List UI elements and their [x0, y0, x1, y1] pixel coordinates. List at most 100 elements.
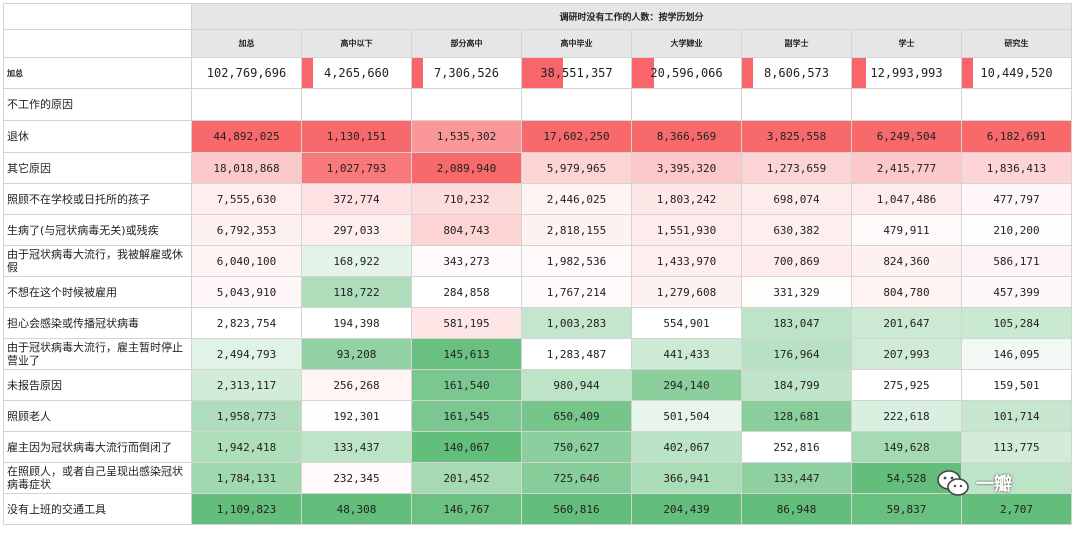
value-cell: 630,382	[741, 214, 852, 246]
value-cell: 2,089,940	[411, 152, 522, 184]
section-blank-cell	[301, 88, 412, 121]
section-blank-cell	[631, 88, 742, 121]
value-cell: 201,647	[851, 307, 962, 339]
value-cell: 6,792,353	[191, 214, 302, 246]
total-value: 10,449,520	[980, 66, 1053, 80]
value-cell: 3,395,320	[631, 152, 742, 184]
section-blank-cell	[851, 88, 962, 121]
reason-label: 担心会感染或传播冠状病毒	[3, 307, 192, 339]
value-cell: 586,171	[961, 245, 1072, 277]
reason-label: 生病了(与冠状病毒无关)或残疾	[3, 214, 192, 246]
value-cell: 1,273,659	[741, 152, 852, 184]
value-cell: 1,130,151	[301, 120, 412, 153]
total-cell-4: 20,596,066	[631, 57, 742, 89]
value-cell: 113,775	[961, 431, 1072, 463]
value-cell: 1,803,242	[631, 183, 742, 215]
reason-label: 在照顾人，或者自己呈现出感染冠状病毒症状	[3, 462, 192, 494]
reason-label: 雇主因为冠状病毒大流行而倒闭了	[3, 431, 192, 463]
value-cell: 284,858	[411, 276, 522, 308]
value-cell: 133,437	[301, 431, 412, 463]
value-cell: 554,901	[631, 307, 742, 339]
value-cell: 1,279,608	[631, 276, 742, 308]
value-cell: 161,545	[411, 400, 522, 432]
reason-label: 未报告原因	[3, 369, 192, 401]
column-header-5: 副学士	[741, 29, 852, 58]
value-cell: 54,528	[851, 462, 962, 494]
value-cell: 44,892,025	[191, 120, 302, 153]
reason-label: 退休	[3, 120, 192, 153]
value-cell: 275,925	[851, 369, 962, 401]
value-cell: 725,646	[521, 462, 632, 494]
value-cell: 581,195	[411, 307, 522, 339]
reason-label: 由于冠状病毒大流行，雇主暂时停止营业了	[3, 338, 192, 370]
value-cell: 698,074	[741, 183, 852, 215]
value-cell: 700,869	[741, 245, 852, 277]
value-cell: 168,922	[301, 245, 412, 277]
total-row: 加总 102,769,696 4,265,660 7,306,526 38,551,3…	[3, 57, 1072, 89]
section-blank-cell	[411, 88, 522, 121]
value-cell: 343,273	[411, 245, 522, 277]
total-data-bar	[522, 58, 563, 88]
value-cell: 1,535,302	[411, 120, 522, 153]
value-cell: 1,433,970	[631, 245, 742, 277]
total-data-bar	[412, 58, 423, 88]
value-cell: 146,095	[961, 338, 1072, 370]
table-title: 调研时没有工作的人数：按学历划分	[191, 3, 1072, 30]
value-cell: 3,825,558	[741, 120, 852, 153]
value-cell: 5,043,910	[191, 276, 302, 308]
table-row: 担心会感染或传播冠状病毒 2,823,754 194,398 581,195 1,003…	[3, 307, 1072, 339]
value-cell: 101,714	[961, 400, 1072, 432]
total-cell-5: 8,606,573	[741, 57, 852, 89]
watermark: 一瓣	[936, 468, 1012, 498]
value-cell: 183,047	[741, 307, 852, 339]
value-cell: 252,816	[741, 431, 852, 463]
value-cell: 980,944	[521, 369, 632, 401]
total-value: 8,606,573	[763, 66, 830, 80]
column-header-3: 高中毕业	[521, 29, 632, 58]
reason-label: 没有上班的交通工具	[3, 493, 192, 525]
value-cell: 2,707	[961, 493, 1072, 525]
value-cell: 18,018,868	[191, 152, 302, 184]
reason-label: 照顾不在学校或日托所的孩子	[3, 183, 192, 215]
table-row: 照顾不在学校或日托所的孩子 7,555,630 372,774 710,232 2,44…	[3, 183, 1072, 215]
value-cell: 297,033	[301, 214, 412, 246]
value-cell: 17,602,250	[521, 120, 632, 153]
value-cell: 128,681	[741, 400, 852, 432]
value-cell: 192,301	[301, 400, 412, 432]
wechat-icon	[937, 470, 969, 496]
total-data-bar	[962, 58, 974, 88]
reason-label: 其它原因	[3, 152, 192, 184]
value-cell: 750,627	[521, 431, 632, 463]
value-cell: 650,409	[521, 400, 632, 432]
column-header-2: 部分高中	[411, 29, 522, 58]
value-cell: 256,268	[301, 369, 412, 401]
watermark-text: 一瓣	[976, 474, 1012, 495]
total-cell-7: 10,449,520	[961, 57, 1072, 89]
value-cell: 1,767,214	[521, 276, 632, 308]
table-row: 退休 44,892,025 1,130,151 1,535,302 17,602,250…	[3, 120, 1072, 153]
value-cell: 1,283,487	[521, 338, 632, 370]
value-cell: 2,415,777	[851, 152, 962, 184]
value-cell: 6,040,100	[191, 245, 302, 277]
value-cell: 457,399	[961, 276, 1072, 308]
value-cell: 207,993	[851, 338, 962, 370]
section-blank-cell	[521, 88, 632, 121]
column-header-0: 加总	[191, 29, 302, 58]
value-cell: 6,182,691	[961, 120, 1072, 153]
value-cell: 194,398	[301, 307, 412, 339]
value-cell: 372,774	[301, 183, 412, 215]
value-cell: 477,797	[961, 183, 1072, 215]
table-row: 没有上班的交通工具 1,109,823 48,308 146,767 560,816 20…	[3, 493, 1072, 525]
section-blank-cell	[191, 88, 302, 121]
table-row: 生病了(与冠状病毒无关)或残疾 6,792,353 297,033 804,743 2,…	[3, 214, 1072, 246]
value-cell: 1,551,930	[631, 214, 742, 246]
value-cell: 8,366,569	[631, 120, 742, 153]
table-row: 不想在这个时候被雇用 5,043,910 118,722 284,858 1,767,2…	[3, 276, 1072, 308]
column-header-1: 高中以下	[301, 29, 412, 58]
total-value: 102,769,696	[206, 66, 287, 80]
value-cell: 93,208	[301, 338, 412, 370]
value-cell: 159,501	[961, 369, 1072, 401]
value-cell: 1,942,418	[191, 431, 302, 463]
total-data-bar	[742, 58, 753, 88]
